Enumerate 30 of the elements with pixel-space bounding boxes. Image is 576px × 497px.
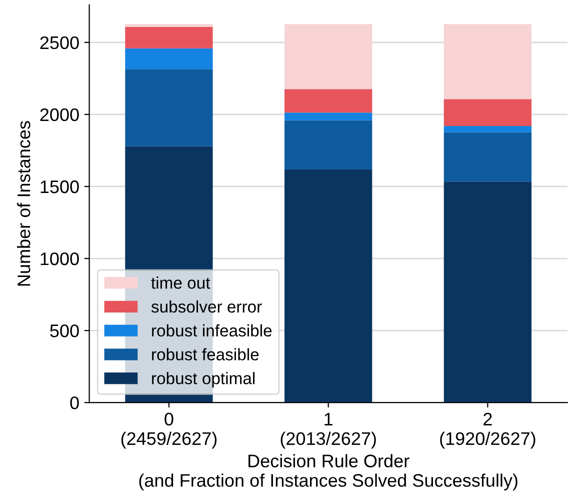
bar: [284, 89, 372, 113]
x-tick-label: 1 (2013/2627): [280, 412, 376, 449]
x-axis-title: Decision Rule Order (and Fraction of Instances Solved Successfully): [139, 454, 518, 490]
legend-label: time out: [151, 276, 210, 289]
bar: [284, 120, 372, 170]
y-tick-label: 1500: [40, 180, 79, 194]
bar: [444, 99, 532, 126]
bar: [444, 132, 532, 182]
bar: [125, 69, 213, 146]
legend-label: robust infeasible: [152, 324, 272, 337]
bar: [125, 26, 213, 48]
bar: [284, 112, 372, 120]
x-tick-label: 2 (1920/2627): [440, 412, 536, 449]
y-tick-label: 0: [70, 396, 79, 410]
bar: [444, 126, 532, 132]
legend-label: robust feasible: [152, 348, 259, 360]
bar: [125, 48, 213, 70]
y-tick-label: 500: [50, 324, 79, 338]
x-tick-label: 0 (2459/2627): [121, 412, 217, 449]
y-tick-label: 1000: [40, 252, 79, 266]
bar: [284, 169, 372, 403]
bar: [125, 24, 213, 27]
legend-label: subsolver error: [151, 300, 262, 313]
bar: [444, 182, 532, 403]
y-tick-label: 2000: [40, 108, 79, 122]
bar: [284, 24, 372, 90]
legend-label: robust optimal: [152, 372, 255, 388]
y-axis-title: Number of Instances: [17, 121, 30, 286]
y-tick-label: 2500: [40, 36, 79, 50]
bar: [444, 24, 532, 100]
